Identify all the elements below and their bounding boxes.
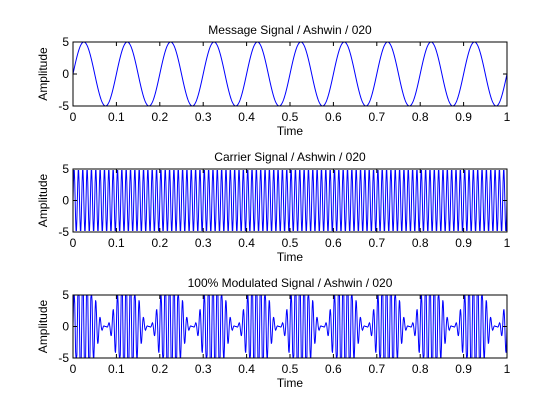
plot-title: Message Signal / Ashwin / 020 (208, 23, 372, 37)
series-line (72, 170, 508, 231)
x-tick-label: 0.3 (195, 110, 212, 124)
x-tick-label: 0.7 (368, 110, 385, 124)
x-tick-label: 0.9 (455, 110, 472, 124)
y-tick-label: 0 (62, 67, 69, 81)
x-tick-label: 0.5 (282, 362, 299, 376)
x-tick-label: 0.7 (368, 362, 385, 376)
x-tick-label: 0.9 (455, 362, 472, 376)
y-axis-label: Amplitude (36, 174, 50, 228)
series-line (72, 41, 508, 107)
x-tick-label: 1 (504, 110, 511, 124)
y-tick-label: 5 (62, 162, 69, 176)
y-tick-label: 0 (62, 320, 69, 334)
subplot-1: Message Signal / Ashwin / 020 0 0.1 0.2 0.3 0… (36, 23, 511, 138)
x-tick-label: 0.6 (325, 362, 342, 376)
x-tick-label: 0.1 (108, 236, 125, 250)
y-tick-label: -5 (58, 351, 69, 365)
x-tick-label: 0.6 (325, 236, 342, 250)
x-tick-label: 0.8 (412, 110, 429, 124)
x-tick-label: 0 (70, 236, 77, 250)
x-tick-label: 0 (70, 110, 77, 124)
x-tick-label: 0.3 (195, 362, 212, 376)
x-tick-label: 0.2 (151, 362, 168, 376)
series-line (72, 294, 508, 359)
x-tick-label: 0.1 (108, 362, 125, 376)
x-axis-label: Time (277, 124, 304, 138)
y-tick-label: 0 (62, 194, 69, 208)
x-tick-label: 0.5 (282, 110, 299, 124)
x-tick-label: 0.9 (455, 236, 472, 250)
x-axis-label: Time (277, 376, 304, 390)
y-axis-label: Amplitude (36, 47, 50, 101)
plot-title: Carrier Signal / Ashwin / 020 (214, 150, 366, 164)
x-tick-label: 0.2 (151, 236, 168, 250)
y-tick-label: -5 (58, 99, 69, 113)
y-axis-label: Amplitude (36, 300, 50, 354)
x-tick-label: 0.4 (238, 362, 255, 376)
x-tick-label: 0.2 (151, 110, 168, 124)
y-tick-label: 5 (62, 288, 69, 302)
subplot-2: Carrier Signal / Ashwin / 020 0 0.1 0.2 0.3 0… (36, 150, 511, 264)
x-tick-label: 0.4 (238, 236, 255, 250)
x-axis-label: Time (277, 250, 304, 264)
x-tick-label: 0.6 (325, 110, 342, 124)
x-tick-label: 0.5 (282, 236, 299, 250)
x-tick-label: 1 (504, 236, 511, 250)
x-tick-label: 0.1 (108, 110, 125, 124)
x-tick-label: 0.8 (412, 236, 429, 250)
x-tick-label: 0.8 (412, 362, 429, 376)
x-tick-label: 0 (70, 362, 77, 376)
x-tick-label: 0.4 (238, 110, 255, 124)
x-tick-label: 1 (504, 362, 511, 376)
x-tick-label: 0.7 (368, 236, 385, 250)
plot-title: 100% Modulated Signal / Ashwin / 020 (188, 276, 393, 290)
x-tick-label: 0.3 (195, 236, 212, 250)
subplot-3: 100% Modulated Signal / Ashwin / 020 0 0.1… (36, 276, 511, 390)
y-tick-label: -5 (58, 225, 69, 239)
y-tick-label: 5 (62, 35, 69, 49)
